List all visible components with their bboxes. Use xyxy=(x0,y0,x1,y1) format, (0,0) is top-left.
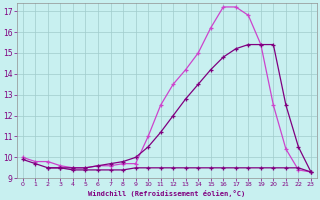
X-axis label: Windchill (Refroidissement éolien,°C): Windchill (Refroidissement éolien,°C) xyxy=(88,190,245,197)
